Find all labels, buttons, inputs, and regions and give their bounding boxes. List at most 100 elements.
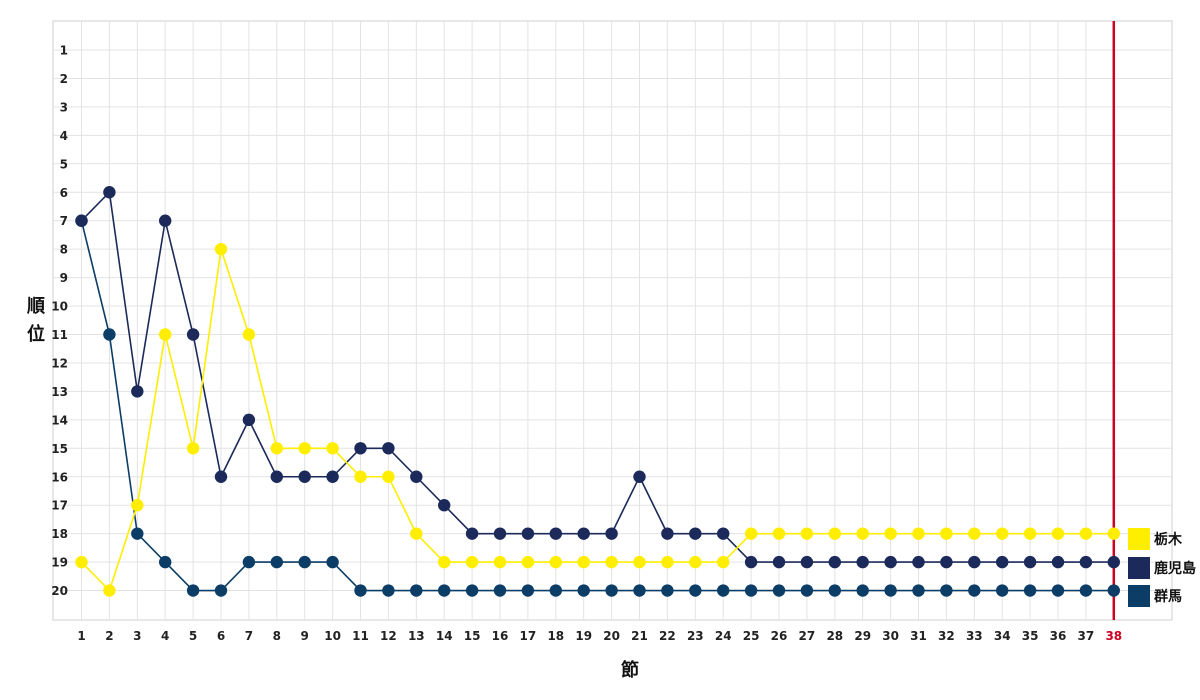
data-point	[270, 442, 283, 455]
data-point	[493, 527, 507, 540]
data-point	[521, 584, 535, 597]
data-point	[661, 584, 674, 597]
series-line-群馬	[80, 220, 1114, 592]
y-tick-label: 20	[51, 584, 68, 598]
legend-swatch	[1128, 528, 1150, 550]
data-point	[968, 584, 981, 597]
data-point	[912, 555, 925, 569]
series-group	[75, 186, 1121, 597]
y-tick-label: 16	[51, 470, 68, 484]
x-tick-label: 13	[408, 629, 425, 643]
data-point	[744, 527, 758, 540]
data-point	[996, 555, 1009, 569]
data-point	[270, 555, 283, 569]
data-point	[493, 555, 507, 569]
x-tick-label: 1	[77, 629, 85, 643]
data-point	[828, 584, 841, 597]
data-point	[1079, 584, 1093, 597]
x-tick-label: 19	[575, 629, 592, 643]
x-tick-label: 9	[301, 629, 309, 643]
y-tick-label: 15	[51, 442, 68, 456]
x-tick-label: 10	[324, 629, 341, 643]
x-tick-label: 21	[631, 629, 648, 643]
x-tick-label: 3	[133, 629, 141, 643]
data-point	[744, 584, 758, 597]
data-point	[1023, 555, 1037, 569]
data-point	[298, 555, 311, 569]
legend-label: 鹿児島	[1153, 560, 1196, 577]
data-point	[744, 555, 758, 569]
data-point	[940, 584, 953, 597]
x-tick-label: 31	[910, 629, 927, 643]
x-tick-label: 37	[1078, 629, 1095, 643]
y-tick-label: 12	[51, 356, 68, 370]
data-point	[633, 470, 646, 483]
data-point	[382, 470, 395, 483]
data-point	[214, 470, 228, 483]
y-tick-label: 3	[60, 100, 68, 114]
x-tick-label: 7	[245, 629, 253, 643]
data-point	[1023, 584, 1037, 597]
data-point	[103, 328, 116, 341]
data-point	[298, 442, 311, 455]
data-point	[800, 555, 814, 569]
data-point	[717, 555, 730, 569]
data-point	[689, 555, 702, 569]
data-point	[912, 527, 925, 540]
x-tick-label: 11	[352, 629, 369, 643]
data-point	[940, 555, 953, 569]
data-point	[186, 584, 200, 597]
data-point	[438, 499, 451, 512]
data-point	[1023, 527, 1037, 540]
series-line-鹿児島	[80, 190, 1114, 563]
x-tick-label: 2	[105, 629, 113, 643]
data-point	[493, 584, 507, 597]
data-point	[828, 555, 841, 569]
legend-swatch	[1128, 557, 1150, 579]
data-point	[103, 584, 116, 597]
legend-label: 群馬	[1153, 588, 1182, 605]
y-tick-label: 19	[51, 556, 68, 570]
x-tick-label: 29	[854, 629, 871, 643]
data-point	[354, 442, 367, 455]
data-point	[661, 527, 674, 540]
x-tick-label: 24	[715, 629, 732, 643]
data-point	[996, 527, 1009, 540]
x-tick-label: 22	[659, 629, 676, 643]
data-point	[689, 527, 702, 540]
y-tick-label: 4	[60, 129, 68, 143]
data-point	[1107, 584, 1121, 597]
data-point	[270, 470, 283, 483]
data-point	[410, 584, 423, 597]
data-point	[856, 584, 869, 597]
data-point	[242, 555, 256, 569]
y-tick-label: 9	[60, 271, 68, 285]
data-point	[521, 555, 535, 569]
data-point	[1051, 527, 1065, 540]
data-point	[884, 527, 897, 540]
y-tick-label: 10	[51, 300, 68, 314]
data-point	[438, 584, 451, 597]
data-point	[772, 527, 786, 540]
x-tick-label: 18	[547, 629, 564, 643]
data-point	[354, 584, 367, 597]
data-point	[242, 328, 256, 341]
data-point	[214, 584, 228, 597]
data-point	[605, 584, 618, 597]
data-point	[521, 527, 535, 540]
data-point	[465, 527, 479, 540]
data-point	[800, 527, 814, 540]
data-point	[465, 555, 479, 569]
data-point	[856, 555, 869, 569]
data-point	[996, 584, 1009, 597]
y-tick-label: 6	[60, 186, 68, 200]
y-tick-label: 1	[60, 44, 68, 58]
x-tick-label: 25	[743, 629, 760, 643]
data-point	[382, 442, 395, 455]
x-tick-label: 16	[492, 629, 509, 643]
x-tick-label: 27	[799, 629, 816, 643]
data-point	[1051, 555, 1065, 569]
x-tick-label: 4	[161, 629, 169, 643]
